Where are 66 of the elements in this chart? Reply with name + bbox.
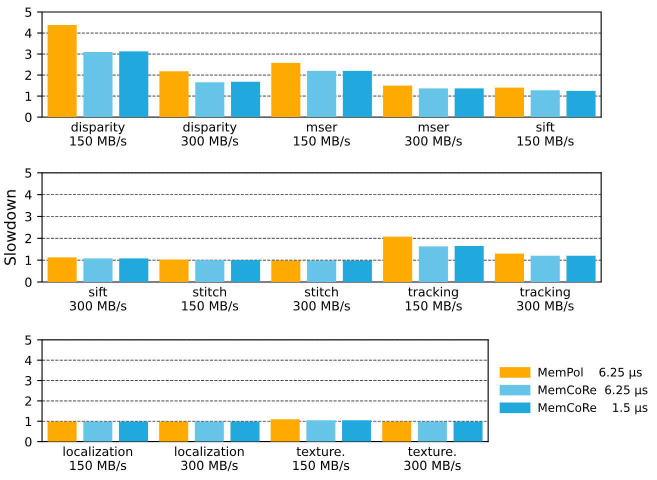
x-tick-label: mser 150 MB/s [294,124,350,147]
bar [159,71,189,118]
bar [454,88,484,118]
x-tick-label: mser 300 MB/s [405,124,462,147]
legend-label: MemCoRe 6.25 µs [538,385,648,397]
bar [159,260,189,282]
bar [494,88,524,118]
x-tick-label: localization 150 MB/s [64,446,132,472]
bar [195,82,224,118]
y-axis-title: Slowdown [4,190,16,265]
y-tick-label: 3 [25,376,32,386]
bar [494,254,524,282]
bar [530,256,560,282]
x-tick-label: texture. 150 MB/s [293,447,350,472]
y-tick-label: 5 [25,168,32,178]
y-tick-label: 1 [26,256,32,265]
y-tick-label: 3 [25,212,32,222]
x-tick-label: stitch 300 MB/s [294,286,350,312]
bar [231,260,260,282]
x-tick-label: stitch 150 MB/s [182,286,238,312]
y-tick-label: 4 [24,28,32,38]
y-tick-label: 4 [24,190,32,200]
bar [271,62,300,118]
legend-label: MemPol 6.25 µs [538,368,642,379]
y-tick-label: 0 [25,277,32,287]
x-tick-label: texture. 300 MB/s [404,447,461,472]
legend-label: MemCoRe 1.5 µs [538,403,648,414]
y-tick-label: 2 [25,234,32,244]
y-tick-label: 2 [25,70,32,80]
bar [342,70,372,118]
bar [418,246,448,282]
bar [342,260,372,282]
bar [83,258,112,282]
x-tick-label: sift 300 MB/s [70,286,126,312]
y-tick-label: 1 [26,416,32,426]
bar [307,70,336,118]
bar [48,257,77,282]
bar [418,88,448,118]
bar [383,236,412,282]
bar [307,260,336,282]
bar [566,256,596,282]
y-tick-label: 5 [25,335,32,345]
bar [48,25,77,118]
bar [231,82,260,118]
y-tick-label: 0 [25,437,32,447]
x-tick-label: sift 150 MB/s [518,122,574,147]
x-tick-label: tracking 300 MB/s [517,286,574,312]
bar [271,260,300,282]
x-tick-label: tracking 150 MB/s [406,286,462,312]
y-tick-label: 5 [25,8,32,17]
y-tick-label: 3 [25,50,32,59]
y-tick-label: 2 [25,396,32,406]
y-tick-label: 1 [26,92,32,101]
x-tick-label: disparity 300 MB/s [182,122,238,147]
x-tick-label: disparity 150 MB/s [70,122,126,147]
bar [530,90,560,118]
y-tick-label: 4 [24,356,32,365]
y-tick-label: 0 [25,112,32,122]
bar [83,52,112,118]
bar [454,246,484,282]
bar [119,258,148,282]
bar [119,51,148,118]
bar [566,90,596,118]
bar [383,86,412,118]
x-tick-label: localization 300 MB/s [175,446,244,472]
bar [195,260,224,282]
